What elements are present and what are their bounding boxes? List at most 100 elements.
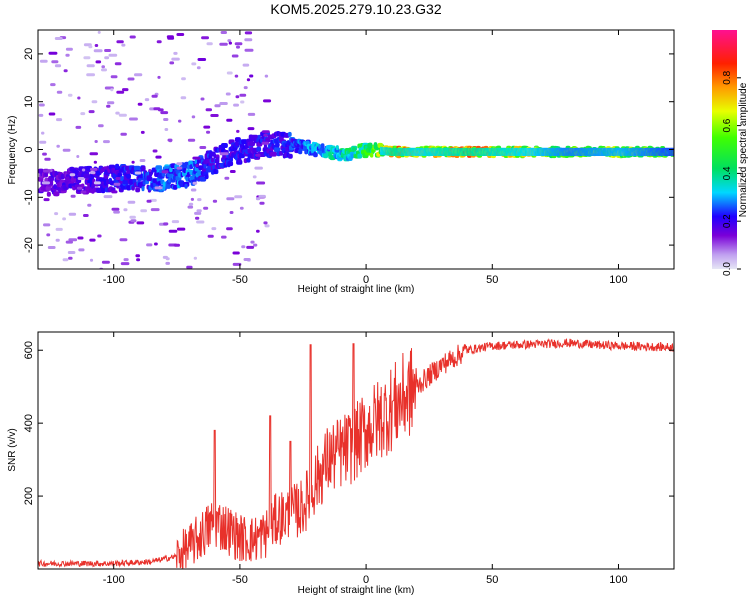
colorbar-tick-label: 0.6 [722, 118, 733, 132]
spectrogram-noise-cell [264, 74, 269, 78]
spectrogram-noise-cell [116, 40, 124, 44]
spectrogram-noise-cell [186, 265, 193, 269]
spectrogram-noise-cell [56, 90, 63, 94]
spectrogram-noise-cell [115, 111, 120, 115]
colorbar-label: Normalized spectral amplitude [738, 82, 749, 217]
spectrogram-noise-cell [160, 111, 169, 115]
spectrogram-noise-cell [192, 181, 198, 185]
spectrogram-cell [126, 173, 131, 179]
spectrogram-noise-cell [103, 195, 113, 199]
spectrogram-noise-cell [62, 258, 69, 262]
spectrogram-noise-cell [139, 159, 146, 162]
snr-frame [37, 331, 675, 570]
spectrogram-noise-cell [196, 66, 201, 70]
spectrogram-cell [165, 183, 171, 189]
spectrogram-noise-cell [261, 130, 270, 134]
spectrogram-noise-cell [95, 60, 102, 64]
spectrogram-noise-cell [263, 99, 272, 103]
spectrogram-noise-cell [152, 149, 158, 153]
spectrogram-noise-cell [207, 234, 214, 238]
spectrogram-noise-cell [244, 38, 253, 42]
spectrogram-cell [155, 165, 163, 171]
spectrogram-noise-cell [249, 74, 254, 78]
spectrogram-cell [122, 179, 130, 185]
spectrogram-xtick-label: 0 [363, 274, 369, 286]
colorbar-tick-label: 0.0 [722, 262, 733, 276]
spectrogram-noise-cell [187, 138, 196, 142]
spectrogram-noise-cell [127, 77, 135, 81]
spectrogram-noise-cell [227, 39, 232, 43]
spectrogram-noise-cell [165, 261, 170, 265]
spectrogram-cell [139, 173, 144, 179]
spectrogram-noise-cell [39, 103, 45, 107]
spectrogram-xtick-label: 100 [609, 274, 627, 286]
spectrogram-ylabel: Frequency (Hz) [7, 116, 18, 185]
spectrogram-noise-cell [129, 117, 138, 121]
spectrogram-noise-cell [89, 152, 98, 156]
spectrogram-noise-cell [130, 219, 137, 223]
spectrogram-noise-cell [225, 92, 231, 96]
spectrogram-noise-cell [239, 206, 244, 210]
spectrogram-noise-cell [127, 200, 136, 204]
spectrogram-ytick-label: 0 [23, 146, 35, 152]
spectrogram-noise-cell [161, 170, 169, 174]
spectrogram-noise-cell [193, 256, 197, 260]
spectrogram-noise-cell [166, 35, 174, 39]
spectrogram-noise-cell [144, 98, 150, 102]
spectrogram-xtick-label: -50 [232, 274, 248, 286]
spectrogram-noise-cell [211, 227, 217, 231]
spectrogram-cell [146, 176, 153, 182]
spectrogram-noise-cell [203, 206, 209, 210]
spectrogram-noise-cell [173, 51, 178, 55]
spectrogram-noise-cell [154, 186, 163, 190]
spectrogram-noise-cell [97, 30, 101, 34]
spectrogram-cell [320, 143, 325, 149]
spectrogram-noise-cell [140, 209, 147, 213]
snr-xtick-label: -100 [103, 574, 125, 586]
spectrogram-noise-cell [171, 57, 180, 61]
spectrogram-noise-cell [219, 102, 228, 105]
spectrogram-noise-cell [243, 86, 248, 90]
spectrogram-noise-cell [70, 194, 76, 198]
spectrogram-noise-cell [134, 73, 143, 77]
spectrogram-noise-cell [83, 214, 89, 217]
spectrogram-noise-cell [250, 240, 255, 244]
spectrogram-noise-cell [88, 45, 93, 49]
spectrogram-noise-cell [39, 140, 47, 144]
spectrogram-cell [335, 145, 339, 151]
spectrogram-noise-cell [247, 112, 256, 116]
spectrogram-noise-cell [50, 83, 56, 87]
spectrogram-noise-cell [140, 130, 145, 134]
spectrogram-noise-cell [229, 170, 236, 173]
spectrogram-noise-cell [101, 68, 107, 72]
spectrogram-noise-cell [83, 56, 91, 60]
spectrogram-noise-cell [236, 45, 240, 49]
spectrogram-noise-cell [146, 243, 153, 247]
spectrogram-noise-cell [134, 171, 142, 175]
spectrogram-cell [227, 161, 234, 167]
spectrogram-noise-cell [234, 42, 243, 46]
spectrogram-noise-cell [197, 198, 202, 202]
spectrogram-noise-cell [129, 35, 136, 39]
spectrogram-cell [221, 143, 228, 148]
spectrogram-cell [104, 170, 109, 176]
spectrogram-noise-cell [242, 63, 250, 67]
spectrogram-noise-cell [116, 90, 125, 94]
spectrogram-noise-cell [219, 42, 228, 46]
spectrogram-noise-cell [234, 74, 239, 78]
spectrogram-noise-cell [164, 128, 169, 131]
spectrogram-noise-cell [98, 124, 104, 128]
spectrogram-cell [674, 148, 678, 156]
spectrogram-noise-cell [258, 194, 266, 198]
spectrogram-noise-cell [90, 167, 98, 171]
spectrogram-noise-cell [212, 199, 218, 203]
snr-ylabel: SNR (v/v) [7, 428, 18, 471]
spectrogram-noise-cell [121, 43, 126, 47]
spectrogram-cell [313, 152, 318, 158]
spectrogram-noise-cell [148, 169, 152, 172]
spectrogram-noise-cell [111, 190, 118, 194]
spectrogram-cells [38, 30, 678, 269]
spectrogram-noise-cell [221, 235, 227, 239]
spectrogram-noise-cell [86, 73, 95, 77]
spectrogram-noise-cell [224, 176, 230, 180]
